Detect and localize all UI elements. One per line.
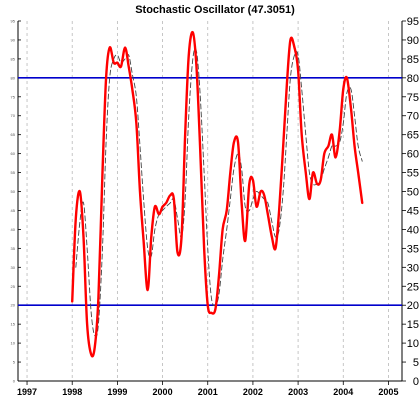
right-tick-label-10: 10 [407,338,419,350]
right-tick-label-70: 70 [407,111,419,123]
right-tick-label-40: 40 [407,224,419,236]
left-tick-label-30: 30 [11,265,16,270]
right-tick-label-0: 0 [413,376,419,388]
left-axis: 0 5 10 15 20 25 30 35 40 45 50 55 60 65 70 75 80 85 90 95 [11,19,21,384]
x-axis: 1997 1998 1999 2000 2001 2002 2003 2004 2005 [17,380,402,397]
right-tick-label-25: 25 [407,281,419,293]
left-tick-label-20: 20 [11,303,16,308]
right-tick-label-15: 15 [407,319,419,331]
left-tick-label-50: 50 [11,189,16,194]
left-tick-label-65: 65 [11,132,16,137]
left-tick-label-25: 25 [11,284,16,289]
right-tick-label-50: 50 [407,187,419,199]
series-line-solid [71,30,364,358]
right-tick-label-20: 20 [407,300,419,312]
left-tick-label-70: 70 [11,113,16,118]
right-axis: 0 5 10 15 20 25 30 35 40 45 50 55 60 65 70 75 80 85 90 95 [401,16,419,388]
left-tick-label-15: 15 [11,322,16,327]
left-tick-label-40: 40 [11,227,16,232]
x-tick-label-1999: 1999 [107,387,127,397]
x-tick-label-2004: 2004 [333,387,353,397]
x-tick-label-1998: 1998 [62,387,82,397]
right-tick-label-45: 45 [407,205,419,217]
left-tick-label-5: 5 [13,360,16,365]
chart-title: Stochastic Oscillator (47.3051) [135,4,295,16]
left-tick-label-35: 35 [11,246,16,251]
right-tick-label-5: 5 [413,357,419,369]
x-tick-label-1997: 1997 [17,387,37,397]
right-tick-label-95: 95 [407,16,419,28]
right-tick-label-60: 60 [407,149,419,161]
reference-lines [18,77,402,307]
x-tick-label-2001: 2001 [198,387,218,397]
left-tick-label-10: 10 [11,341,16,346]
x-tick-label-2002: 2002 [243,387,263,397]
right-tick-label-80: 80 [407,73,419,85]
x-tick-label-2005: 2005 [378,387,398,397]
right-tick-label-65: 65 [407,130,419,142]
left-tick-label-0: 0 [13,379,16,384]
series-line-dashed [75,47,363,338]
left-tick-label-95: 95 [11,19,16,24]
series-layer [71,30,364,358]
right-tick-label-85: 85 [407,54,419,66]
left-tick-label-45: 45 [11,208,16,213]
right-tick-label-35: 35 [407,243,419,255]
left-tick-label-60: 60 [11,151,16,156]
right-tick-label-30: 30 [407,262,419,274]
left-tick-label-80: 80 [11,75,16,80]
right-tick-label-90: 90 [407,35,419,47]
right-tick-label-75: 75 [407,92,419,104]
left-tick-label-55: 55 [11,170,16,175]
left-tick-label-75: 75 [11,94,16,99]
right-tick-label-55: 55 [407,168,419,180]
x-tick-label-2003: 2003 [288,387,308,397]
left-tick-label-90: 90 [11,37,16,42]
left-tick-label-85: 85 [11,56,16,61]
x-tick-label-2000: 2000 [153,387,173,397]
